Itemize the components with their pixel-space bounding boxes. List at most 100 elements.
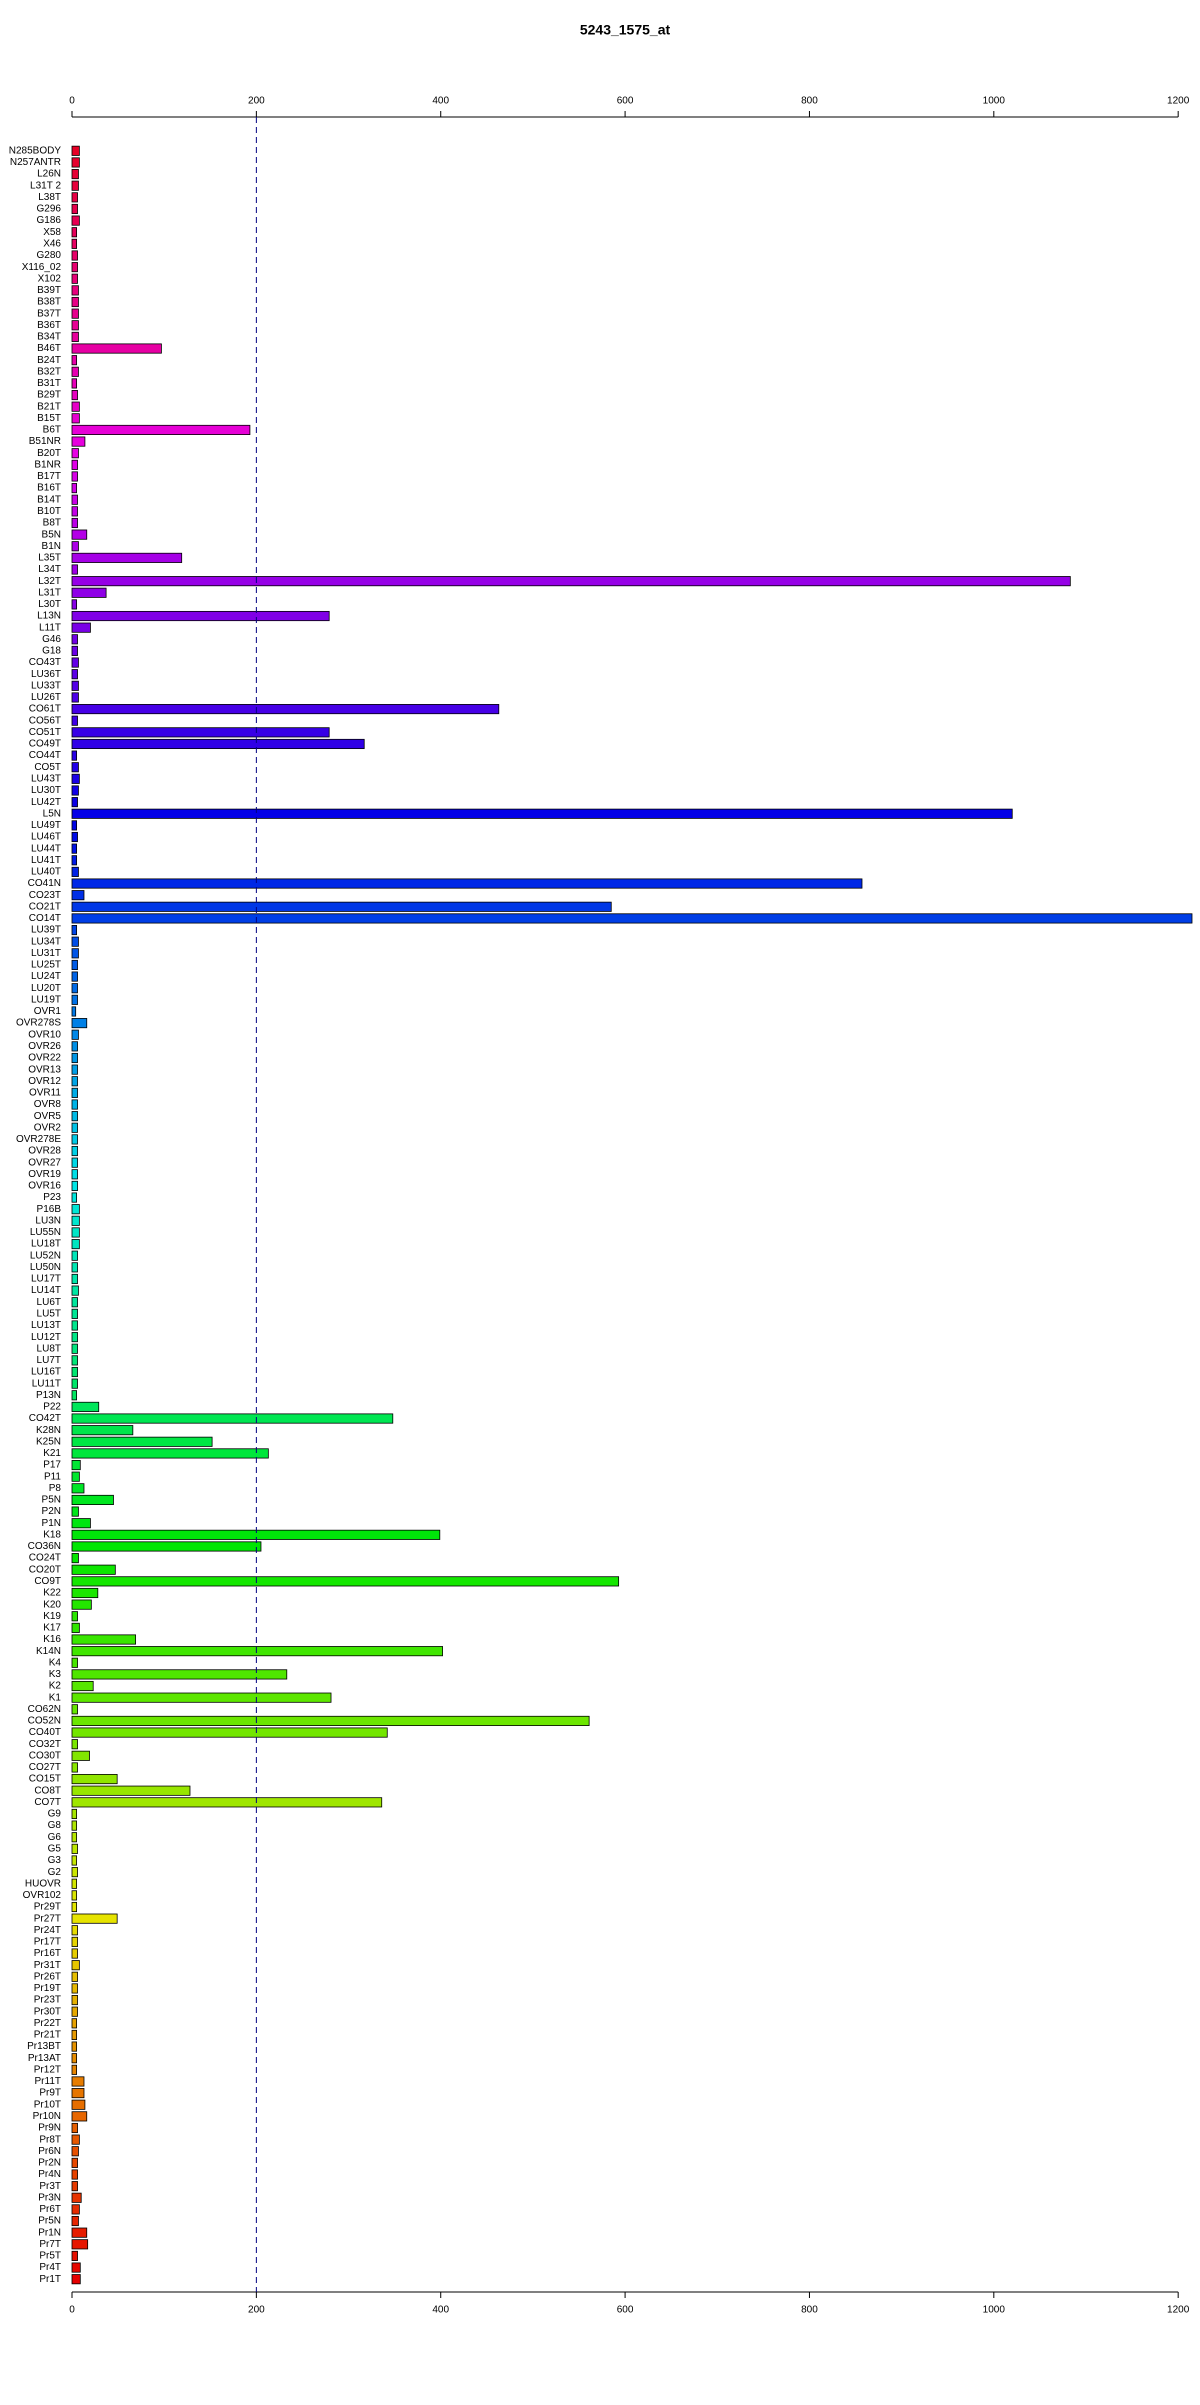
bar bbox=[71, 1122, 78, 1133]
bar bbox=[71, 250, 78, 261]
x-tick-label: 200 bbox=[248, 2305, 265, 2316]
y-tick-label: OVR5 bbox=[34, 1111, 62, 1122]
y-tick-label: K25N bbox=[36, 1436, 61, 1447]
bar bbox=[71, 2088, 85, 2099]
bar bbox=[71, 459, 78, 470]
y-tick-label: OVR102 bbox=[23, 1890, 62, 1901]
bar bbox=[71, 622, 91, 633]
bar bbox=[71, 2064, 78, 2075]
y-tick-label: LU44T bbox=[31, 843, 61, 854]
y-tick-label: CO32T bbox=[29, 1739, 61, 1750]
x-tick-label: 600 bbox=[617, 2305, 634, 2316]
bar bbox=[71, 1273, 78, 1285]
y-tick-label: Pr10T bbox=[34, 2099, 61, 2110]
y-tick-label: LU6T bbox=[37, 1297, 61, 1308]
bar bbox=[71, 1064, 78, 1075]
bar bbox=[71, 1006, 77, 1017]
y-tick-label: B6T bbox=[43, 425, 61, 436]
y-tick-label: B29T bbox=[37, 390, 61, 401]
bar bbox=[71, 552, 183, 563]
bar bbox=[71, 2274, 81, 2285]
y-tick-label: OVR2 bbox=[34, 1122, 62, 1133]
bar bbox=[71, 669, 78, 680]
y-tick-label: P11 bbox=[44, 1471, 61, 1482]
y-tick-label: P16B bbox=[37, 1204, 62, 1215]
x-tick-label: 800 bbox=[801, 2305, 818, 2316]
y-tick-label: CO21T bbox=[29, 901, 61, 912]
bar bbox=[71, 750, 78, 761]
bar bbox=[71, 2215, 79, 2227]
y-tick-label: B20T bbox=[37, 448, 61, 459]
y-tick-label: Pr5T bbox=[39, 2251, 61, 2262]
y-tick-label: LU30T bbox=[31, 785, 61, 796]
y-tick-label: B14T bbox=[37, 494, 61, 505]
y-tick-label: Pr3T bbox=[39, 2181, 61, 2192]
bar bbox=[71, 936, 79, 947]
y-tick-label: LU50N bbox=[30, 1262, 61, 1273]
y-tick-label: LU11T bbox=[32, 1378, 61, 1389]
bar bbox=[71, 1739, 78, 1750]
bar bbox=[71, 401, 80, 412]
y-tick-label: LU19T bbox=[31, 994, 61, 1005]
y-tick-label: Pr22T bbox=[34, 2018, 61, 2029]
y-tick-label: OVR27 bbox=[28, 1157, 61, 1168]
bar bbox=[71, 1145, 78, 1157]
bar bbox=[71, 1704, 78, 1715]
y-tick-label: L5N bbox=[43, 808, 61, 819]
y-tick-label: LU18T bbox=[31, 1239, 61, 1250]
bar bbox=[71, 971, 78, 982]
bar bbox=[71, 1936, 78, 1947]
bar bbox=[71, 1239, 80, 1250]
bar bbox=[71, 1750, 90, 1761]
bar bbox=[71, 1285, 79, 1296]
y-tick-label: Pr13BT bbox=[27, 2041, 61, 2052]
bar bbox=[71, 1867, 78, 1878]
bar bbox=[71, 1901, 78, 1913]
bar bbox=[71, 494, 78, 505]
bar bbox=[71, 296, 79, 308]
bar bbox=[71, 215, 80, 226]
bar bbox=[71, 1622, 80, 1633]
y-tick-label: LU43T bbox=[31, 773, 61, 784]
x-tick-label: 400 bbox=[432, 2305, 449, 2316]
bar bbox=[71, 1134, 78, 1145]
bar bbox=[71, 2239, 89, 2250]
y-tick-label: L13N bbox=[37, 611, 61, 622]
y-tick-label: B46T bbox=[37, 343, 61, 354]
bar bbox=[71, 1797, 383, 1808]
y-tick-label: B16T bbox=[37, 483, 61, 494]
y-tick-label: LU55N bbox=[30, 1227, 61, 1238]
y-tick-label: N257ANTR bbox=[10, 157, 61, 168]
bar bbox=[71, 1413, 394, 1424]
y-tick-label: Pr9T bbox=[39, 2088, 61, 2099]
bar bbox=[71, 1553, 79, 1564]
bar bbox=[71, 831, 78, 843]
y-tick-label: K4 bbox=[49, 1657, 62, 1668]
bar bbox=[71, 727, 330, 738]
y-tick-label: P17 bbox=[43, 1460, 61, 1471]
bar bbox=[71, 1308, 78, 1319]
y-tick-label: G6 bbox=[48, 1832, 62, 1843]
bar bbox=[71, 1204, 80, 1215]
y-tick-label: B17T bbox=[37, 471, 61, 482]
bar bbox=[71, 1692, 332, 1703]
bar bbox=[71, 1785, 191, 1796]
y-tick-label: CO23T bbox=[29, 890, 61, 901]
y-tick-label: OVR8 bbox=[34, 1099, 62, 1110]
y-tick-label: Pr27T bbox=[34, 1913, 61, 1924]
y-tick-label: CO5T bbox=[34, 762, 61, 773]
y-tick-label: G9 bbox=[48, 1809, 62, 1820]
y-tick-label: Pr17T bbox=[34, 1937, 61, 1948]
bar bbox=[71, 1320, 78, 1331]
bar bbox=[71, 2262, 81, 2273]
x-tick-label: 800 bbox=[801, 96, 818, 107]
y-tick-label: LU12T bbox=[31, 1332, 61, 1343]
y-tick-label: LU25T bbox=[31, 960, 61, 971]
y-tick-label: CO14T bbox=[29, 913, 61, 924]
y-tick-label: B1NR bbox=[34, 459, 61, 470]
bar bbox=[71, 424, 251, 435]
x-tick-label: 200 bbox=[248, 96, 265, 107]
bar bbox=[71, 1541, 262, 1552]
bar bbox=[71, 355, 78, 366]
